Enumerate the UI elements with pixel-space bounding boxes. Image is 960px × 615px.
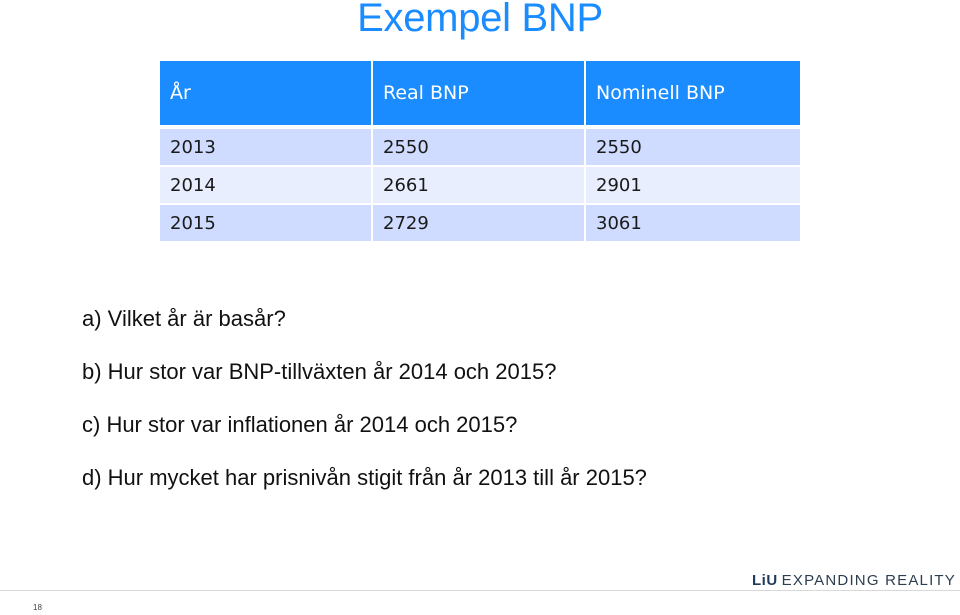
cell-nominal-gdp: 2550 [586, 129, 800, 165]
cell-real-gdp: 2661 [373, 167, 584, 203]
question-a: a) Vilket år är basår? [82, 306, 286, 331]
table-row: 2015 2729 3061 [160, 205, 800, 241]
question-c: c) Hur stor var inflationen år 2014 och … [82, 412, 518, 437]
cell-real-gdp: 2550 [373, 129, 584, 165]
table-row: 2014 2661 2901 [160, 167, 800, 203]
question-d: d) Hur mycket har prisnivån stigit från … [82, 465, 647, 490]
cell-year: 2015 [160, 205, 371, 241]
header-year: År [160, 61, 371, 125]
question-list: a) Vilket år är basår? b) Hur stor var B… [82, 305, 647, 517]
header-nominal-gdp: Nominell BNP [586, 61, 800, 125]
question-b: b) Hur stor var BNP-tillväxten år 2014 o… [82, 359, 557, 384]
slide-title: Exempel BNP [357, 0, 603, 40]
cell-year: 2013 [160, 129, 371, 165]
cell-year: 2014 [160, 167, 371, 203]
page-number: 18 [33, 603, 42, 612]
logo-brand: LiU [752, 572, 778, 589]
table-row: 2013 2550 2550 [160, 129, 800, 165]
header-real-gdp: Real BNP [373, 61, 584, 125]
table-header-row: År Real BNP Nominell BNP [160, 61, 800, 125]
footer-divider [0, 590, 960, 591]
cell-real-gdp: 2729 [373, 205, 584, 241]
logo-tagline: EXPANDING REALITY [781, 572, 956, 589]
cell-nominal-gdp: 3061 [586, 205, 800, 241]
liu-logo: LiU EXPANDING REALITY [752, 572, 956, 589]
cell-nominal-gdp: 2901 [586, 167, 800, 203]
gdp-table: År Real BNP Nominell BNP 2013 2550 2550 … [160, 61, 800, 241]
